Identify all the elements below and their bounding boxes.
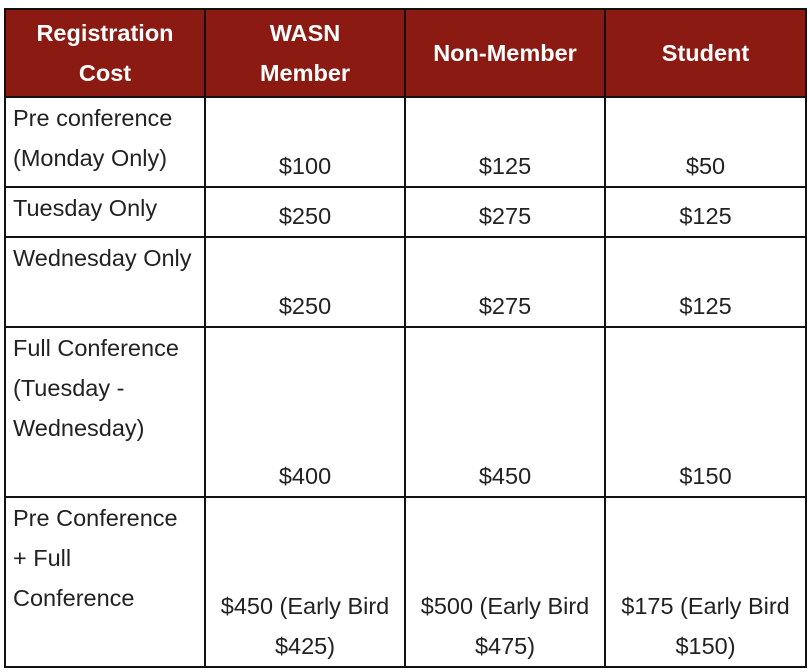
price-cell: $50 xyxy=(604,96,807,188)
header-wasn-member: WASN Member xyxy=(204,8,406,98)
registration-cost-table: Registration Cost WASN Member Non-Member… xyxy=(4,8,807,668)
header-registration-cost: Registration Cost xyxy=(4,8,206,98)
table-row: Pre Conference + Full Conference $450 (Ea… xyxy=(4,496,807,668)
price-cell: $175 (Early Bird $150) xyxy=(604,496,807,668)
header-row: Registration Cost WASN Member Non-Member… xyxy=(4,8,807,98)
price-cell: $250 xyxy=(204,236,406,328)
row-label: Tuesday Only xyxy=(4,186,206,238)
price-cell: $275 xyxy=(404,186,606,238)
header-non-member: Non-Member xyxy=(404,8,606,98)
price-cell: $500 (Early Bird $475) xyxy=(404,496,606,668)
price-cell: $125 xyxy=(604,186,807,238)
table-row: Tuesday Only $250 $275 $125 xyxy=(4,186,807,238)
header-student: Student xyxy=(604,8,807,98)
price-cell: $150 xyxy=(604,326,807,498)
row-label: Pre conference (Monday Only) xyxy=(4,96,206,188)
price-cell: $125 xyxy=(604,236,807,328)
price-cell: $450 (Early Bird $425) xyxy=(204,496,406,668)
row-label: Pre Conference + Full Conference xyxy=(4,496,206,668)
row-label: Full Conference (Tuesday - Wednesday) xyxy=(4,326,206,498)
table-row: Wednesday Only $250 $275 $125 xyxy=(4,236,807,328)
price-cell: $250 xyxy=(204,186,406,238)
row-label: Wednesday Only xyxy=(4,236,206,328)
price-cell: $100 xyxy=(204,96,406,188)
price-cell: $275 xyxy=(404,236,606,328)
price-cell: $400 xyxy=(204,326,406,498)
table-row: Full Conference (Tuesday - Wednesday) $40… xyxy=(4,326,807,498)
price-cell: $125 xyxy=(404,96,606,188)
price-cell: $450 xyxy=(404,326,606,498)
table-row: Pre conference (Monday Only) $100 $125 $50 xyxy=(4,96,807,188)
